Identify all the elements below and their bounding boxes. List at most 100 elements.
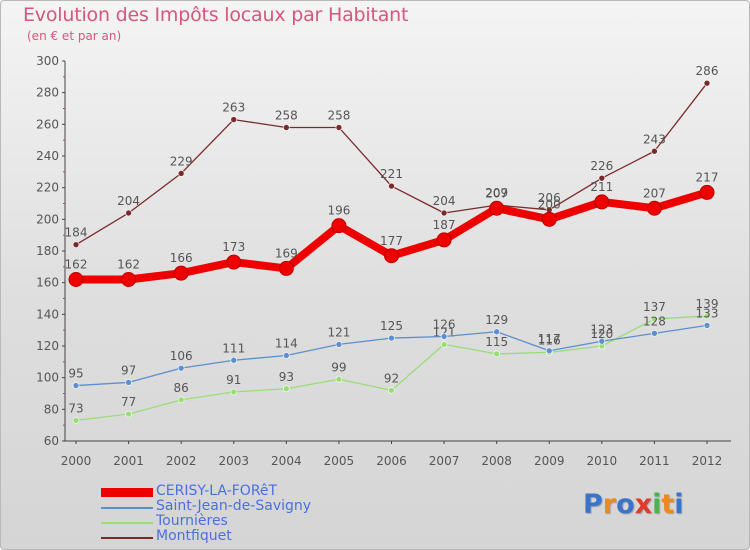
data-label-1: 106: [170, 349, 193, 363]
data-label-3: 263: [222, 101, 245, 115]
data-point-2: [283, 385, 290, 393]
x-tick-label: 2009: [534, 454, 565, 468]
data-label-3: 204: [117, 194, 140, 208]
y-tick-label: 120: [36, 339, 59, 353]
y-tick-label: 260: [36, 117, 59, 131]
legend-label: Saint-Jean-de-Savigny: [156, 498, 312, 514]
data-label-1: 117: [538, 332, 561, 346]
legend-item: Montfiquet: [101, 528, 421, 545]
data-label-0: 207: [485, 186, 508, 200]
legend-item: CERISY-LA-FORêT: [101, 483, 421, 500]
x-tick-label: 2001: [113, 454, 144, 468]
x-tick-label: 2008: [481, 454, 512, 468]
data-label-1: 126: [433, 318, 456, 332]
data-label-2: 120: [590, 327, 613, 341]
data-label-1: 97: [121, 363, 136, 377]
data-point-2: [440, 341, 448, 348]
data-label-3: 204: [433, 194, 456, 208]
data-label-1: 123: [590, 322, 613, 336]
data-point-0: [173, 265, 189, 281]
data-label-3: 226: [590, 159, 613, 173]
data-point-1: [598, 337, 606, 345]
logo-letter: i: [652, 489, 662, 520]
data-label-1: 133: [696, 306, 719, 320]
legend-swatch: [101, 507, 153, 509]
y-tick-label: 300: [36, 54, 59, 68]
x-tick-label: 2000: [61, 454, 92, 468]
logo-letter: o: [616, 489, 635, 520]
x-tick-label: 2007: [429, 454, 460, 468]
data-label-1: 129: [485, 313, 508, 327]
data-point-1: [283, 352, 290, 359]
y-tick-label: 80: [44, 402, 59, 416]
data-label-0: 207: [643, 186, 666, 200]
logo-letter: P: [583, 489, 603, 520]
data-label-2: 77: [121, 395, 136, 409]
data-label-0: 200: [538, 197, 561, 211]
data-label-2: 92: [384, 371, 399, 385]
data-point-2: [388, 387, 395, 394]
data-label-2: 73: [68, 401, 83, 415]
data-point-0: [541, 211, 557, 227]
data-label-2: 93: [279, 370, 294, 384]
y-tick-label: 160: [36, 276, 59, 290]
data-point-2: [177, 396, 185, 404]
data-label-0: 173: [222, 240, 245, 254]
data-label-0: 187: [433, 218, 456, 232]
data-point-2: [651, 315, 658, 323]
data-label-0: 166: [170, 251, 193, 265]
data-label-3: 258: [275, 109, 298, 123]
data-point-0: [121, 272, 137, 287]
data-point-0: [489, 200, 505, 216]
data-label-0: 162: [65, 258, 88, 272]
data-point-2: [335, 375, 343, 383]
legend-swatch: [101, 537, 153, 539]
data-point-0: [226, 254, 242, 270]
data-point-2: [125, 410, 132, 418]
y-tick-label: 240: [36, 149, 59, 163]
data-point-1: [651, 330, 658, 337]
data-label-2: 139: [696, 297, 719, 311]
legend-swatch: [101, 522, 153, 524]
data-point-3: [651, 147, 658, 155]
data-point-3: [283, 124, 290, 131]
data-point-0: [278, 260, 294, 276]
y-tick-label: 280: [36, 86, 59, 100]
x-tick-label: 2005: [324, 454, 355, 468]
chart-subtitle: (en € et par an): [27, 29, 122, 43]
x-tick-label: 2011: [639, 454, 670, 468]
y-tick-label: 140: [36, 307, 59, 321]
logo-letter: i: [674, 489, 684, 520]
data-label-3: 243: [643, 132, 666, 146]
data-label-3: 209: [485, 186, 508, 200]
x-tick-label: 2010: [587, 454, 618, 468]
legend-item: Saint-Jean-de-Savigny: [101, 498, 421, 515]
data-point-1: [125, 379, 132, 386]
y-tick-label: 180: [36, 244, 59, 258]
data-point-0: [436, 232, 452, 248]
data-label-3: 286: [696, 64, 719, 78]
data-label-1: 128: [643, 314, 666, 328]
x-tick-label: 2006: [376, 454, 407, 468]
data-point-1: [335, 341, 343, 348]
data-point-3: [388, 182, 395, 190]
data-label-2: 86: [174, 381, 189, 395]
data-label-2: 99: [331, 360, 346, 374]
data-point-3: [177, 170, 185, 177]
data-point-2: [493, 350, 500, 358]
legend-label: CERISY-LA-FORêT: [156, 483, 278, 499]
data-point-1: [545, 347, 553, 355]
data-label-3: 229: [170, 154, 193, 168]
data-label-3: 258: [327, 109, 350, 123]
data-label-1: 114: [275, 337, 298, 351]
data-point-1: [440, 333, 448, 340]
data-point-2: [230, 388, 238, 396]
x-tick-label: 2012: [692, 454, 723, 468]
chart-title: Evolution des Impôts locaux par Habitant: [23, 4, 409, 26]
data-label-1: 111: [222, 341, 245, 355]
data-point-1: [493, 328, 500, 336]
data-label-0: 211: [590, 180, 613, 194]
data-label-3: 206: [538, 191, 561, 205]
